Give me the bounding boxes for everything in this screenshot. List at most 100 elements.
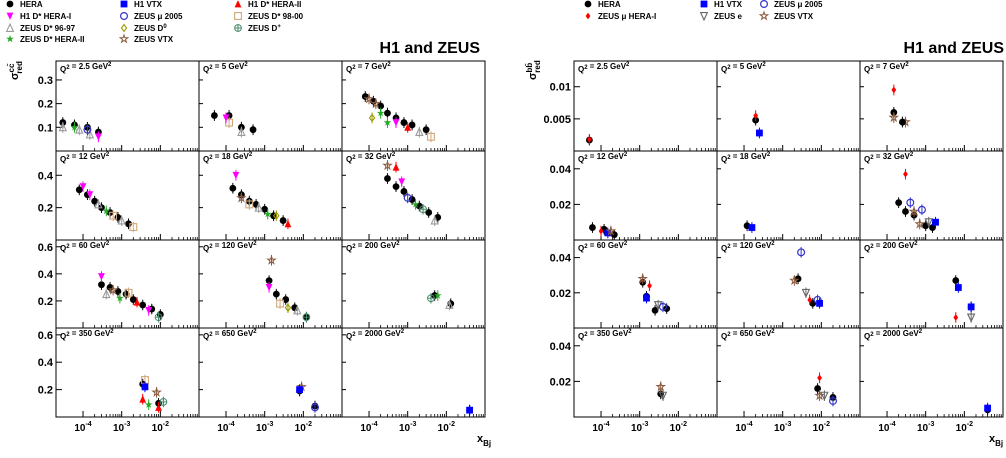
panel-q2-label: Q2 = 32 GeV2 <box>864 152 914 164</box>
panel-q2-label: Q2 = 60 GeV2 <box>578 241 628 253</box>
panel-frame <box>341 60 486 152</box>
data-point <box>102 288 111 299</box>
data-point <box>400 119 408 126</box>
panel: Q2 = 18 GeV2 <box>716 150 861 241</box>
data-point <box>266 254 277 265</box>
x-tick-label: 10-3 <box>631 421 648 434</box>
legend-marker <box>6 12 14 20</box>
x-tick-label: 10-4 <box>592 421 609 434</box>
data-point <box>392 119 400 127</box>
panel: Q2 = 2000 GeV2 10-4 10-3 10-2 <box>341 327 486 434</box>
y-tick-label: 0.4 <box>38 170 54 182</box>
panel: Q2 = 120 GeV2 <box>716 239 861 329</box>
y-tick-label: 0.04 <box>550 341 572 353</box>
legend-entry: ZEUS μ 2005 <box>119 12 183 21</box>
data-point <box>434 291 442 299</box>
panel-q2-label: Q2 = 2.5 GeV2 <box>60 62 112 74</box>
x-tick-label: 10-4 <box>735 421 752 434</box>
data-point <box>655 381 667 392</box>
legend-entry: ZEUS D+ <box>234 24 281 33</box>
legend-entry: HERA <box>584 0 621 9</box>
data-point <box>415 126 424 137</box>
data-point <box>368 113 376 123</box>
legend-label: ZEUS D0 <box>134 24 167 33</box>
legend-label: ZEUS VTX <box>774 12 814 21</box>
data-point <box>419 205 427 214</box>
panel: Q2 = 32 GeV2 <box>341 150 486 241</box>
data-point <box>466 406 474 414</box>
panel-q2-label: Q2 = 2000 GeV2 <box>864 329 923 341</box>
legend-entry: ZEUS D* HERA-II <box>6 35 84 44</box>
data-point <box>408 196 416 203</box>
data-point <box>272 290 280 298</box>
data-point <box>237 126 246 137</box>
data-point <box>801 288 811 299</box>
data-point <box>753 112 759 120</box>
panel-q2-label: Q2 = 650 GeV2 <box>721 329 775 341</box>
data-point <box>210 112 218 119</box>
legend-label: H1 VTX <box>714 0 743 9</box>
y-tick-label: 0.1 <box>38 122 53 134</box>
y-tick-label: 0.2 <box>38 296 53 308</box>
panel-q2-label: Q2 = 5 GeV2 <box>721 62 766 74</box>
data-point <box>820 391 829 401</box>
x-axis-label: xBj <box>989 433 1003 448</box>
chart-title: H1 and ZEUS <box>380 40 481 57</box>
x-tick-label: 10-4 <box>878 421 895 434</box>
legend-label: ZEUS μ HERA-I <box>598 12 656 21</box>
legend-label: ZEUS D* 98-00 <box>248 12 304 21</box>
data-point <box>408 121 416 129</box>
data-point <box>643 294 650 302</box>
y-tick-label: 0.2 <box>38 203 53 215</box>
data-point <box>155 403 162 411</box>
data-point <box>807 296 813 304</box>
x-tick-label: 10-3 <box>399 421 416 434</box>
legend-entry: ZEUS μ 2005 <box>760 0 823 9</box>
data-point <box>816 299 823 307</box>
panel-frame <box>573 327 718 418</box>
legend-marker <box>6 0 14 8</box>
data-point <box>422 126 430 134</box>
data-point <box>392 183 400 191</box>
data-point <box>144 400 153 408</box>
x-tick-label: 10-4 <box>74 421 91 434</box>
data-point <box>404 123 412 131</box>
data-point <box>929 224 936 231</box>
panel-q2-label: Q2 = 650 GeV2 <box>203 329 257 341</box>
legend-label: H1 D* HERA-I <box>20 12 71 21</box>
panel: Q2 = 60 GeV2 0.2 0.4 0.6 <box>38 239 200 329</box>
panel-frame <box>573 150 718 241</box>
panel-q2-label: Q2 = 7 GeV2 <box>864 62 909 74</box>
panel-q2-label: Q2 = 200 GeV2 <box>346 241 400 253</box>
data-point <box>95 133 102 141</box>
panel-frame <box>859 327 1004 418</box>
data-point <box>91 197 99 205</box>
data-point <box>370 97 377 105</box>
legend-marker <box>6 35 14 43</box>
legend-marker <box>758 10 770 21</box>
data-point <box>129 296 137 303</box>
x-tick-label: 10-2 <box>295 421 312 434</box>
data-point <box>232 171 240 180</box>
y-axis-label: σcc̄red <box>7 61 24 80</box>
data-point <box>116 294 124 302</box>
legend-entry: ZEUS D* 96-97 <box>5 22 76 33</box>
y-tick-label: 0.04 <box>550 164 572 176</box>
y-tick-label: 0.01 <box>550 82 571 94</box>
data-point <box>384 109 391 117</box>
data-point <box>75 124 84 134</box>
panel-q2-label: Q2 = 350 GeV2 <box>578 329 632 341</box>
legend-entry: H1 D* HERA-II <box>234 0 301 9</box>
data-point <box>966 313 976 323</box>
data-point <box>145 307 153 315</box>
data-point <box>151 386 162 397</box>
panel: Q2 = 5 GeV2 <box>716 60 861 152</box>
legend: HERA H1 D* HERA-I ZEUS D* 96-97 ZEUS D* HER… <box>5 0 304 44</box>
x-tick-label: 10-2 <box>956 421 973 434</box>
data-point <box>984 404 992 412</box>
data-point <box>109 211 118 220</box>
panel: Q2 = 12 GeV2 0.02 0.04 <box>550 150 718 241</box>
panel-frame <box>716 239 861 329</box>
legend-entry: HERA <box>6 0 43 9</box>
